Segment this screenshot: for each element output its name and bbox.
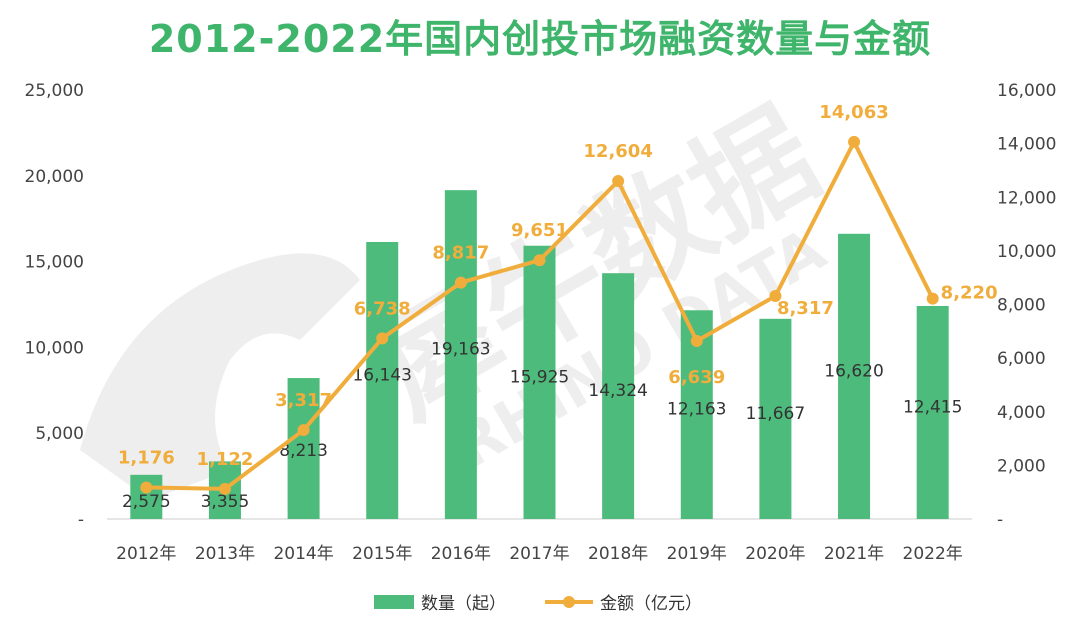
right-tick-label: 6,000 — [997, 349, 1046, 369]
left-tick-label: 10,000 — [25, 338, 84, 358]
line-data-label: 6,738 — [354, 298, 411, 319]
legend-label-amount: 金额（亿元） — [600, 594, 702, 614]
legend: 数量（起） 金额（亿元） — [374, 594, 702, 614]
right-tick-label: 14,000 — [997, 135, 1056, 155]
amount-line — [140, 135, 939, 495]
chart-title: 2012-2022年国内创投市场融资数量与金额 — [148, 17, 932, 61]
line-data-label: 8,317 — [777, 298, 834, 319]
x-tick-label: 2015年 — [352, 544, 412, 564]
left-axis: - 5,000 10,000 15,000 20,000 25,000 — [25, 81, 84, 530]
bar-count — [759, 318, 792, 519]
bar-count — [916, 305, 949, 519]
x-tick-label: 2012年 — [116, 544, 176, 564]
left-tick-label: 25,000 — [25, 81, 84, 101]
bar-data-labels: 2,575 3,355 8,213 16,143 19,163 15,925 14,324 1… — [122, 340, 962, 512]
right-tick-label: 2,000 — [997, 456, 1046, 476]
bar-data-label: 16,620 — [824, 361, 883, 381]
right-tick-label: 12,000 — [997, 188, 1056, 208]
line-point — [926, 292, 939, 305]
line-point — [297, 424, 310, 437]
line-point — [612, 175, 625, 188]
bar-data-label: 19,163 — [431, 340, 490, 360]
bar-count — [602, 273, 635, 519]
line-point — [218, 482, 231, 495]
line-data-labels: 1,176 1,122 3,317 6,738 8,817 9,651 12,604 6,63… — [118, 102, 998, 470]
left-tick-label: 15,000 — [25, 253, 84, 273]
line-data-label: 14,063 — [819, 102, 888, 123]
line-point — [140, 481, 153, 494]
left-tick-label: 5,000 — [35, 424, 84, 444]
line-data-label: 12,604 — [583, 141, 652, 162]
x-tick-label: 2016年 — [431, 544, 491, 564]
bar-data-label: 8,213 — [279, 441, 328, 461]
bar-data-label: 3,355 — [201, 492, 250, 512]
right-tick-label: 16,000 — [997, 81, 1056, 101]
right-tick-label: 10,000 — [997, 242, 1056, 262]
left-tick-label: 20,000 — [25, 167, 84, 187]
x-tick-label: 2018年 — [588, 544, 648, 564]
line-point — [848, 135, 861, 148]
bar-data-label: 2,575 — [122, 492, 171, 512]
bar-data-label: 12,163 — [667, 400, 726, 420]
line-data-label: 8,817 — [432, 243, 489, 264]
bar-count — [444, 190, 477, 520]
line-point — [454, 276, 467, 289]
line-data-label: 3,317 — [275, 390, 332, 411]
legend-dot-amount — [563, 596, 575, 608]
line-data-label: 1,176 — [118, 447, 175, 468]
x-tick-label: 2019年 — [667, 544, 727, 564]
bars — [130, 190, 949, 520]
right-axis: - 2,000 4,000 6,000 8,000 10,000 12,000 14,000 1… — [997, 81, 1056, 530]
line-data-label: 9,651 — [511, 220, 568, 241]
x-axis: 2012年 2013年 2014年 2015年 2016年 2017年 2018年 2019年… — [116, 544, 963, 564]
right-tick-label: 4,000 — [997, 403, 1046, 423]
x-tick-label: 2013年 — [195, 544, 255, 564]
legend-swatch-count — [374, 595, 414, 609]
bar-count — [287, 378, 320, 519]
line-point — [769, 290, 782, 303]
x-tick-label: 2022年 — [903, 544, 963, 564]
x-tick-label: 2021年 — [824, 544, 884, 564]
line-data-label: 1,122 — [196, 449, 253, 470]
bar-data-label: 11,667 — [746, 404, 805, 424]
x-tick-label: 2017年 — [509, 544, 569, 564]
line-data-label: 6,639 — [668, 367, 725, 388]
right-tick-label: 8,000 — [997, 296, 1046, 316]
bar-data-label: 12,415 — [903, 397, 962, 417]
line-point — [533, 254, 546, 267]
x-tick-label: 2020年 — [745, 544, 805, 564]
line-point — [376, 332, 389, 345]
line-data-label: 8,220 — [941, 283, 998, 304]
legend-label-count: 数量（起） — [421, 594, 506, 614]
line-point — [690, 334, 703, 347]
bar-data-label: 16,143 — [352, 365, 411, 385]
right-tick-label: - — [997, 510, 1003, 530]
bar-count — [523, 245, 556, 520]
bar-count — [838, 233, 871, 520]
rhino-logo-shape — [80, 253, 360, 500]
x-tick-label: 2014年 — [273, 544, 333, 564]
bar-data-label: 15,925 — [510, 367, 569, 387]
left-tick-label: - — [78, 510, 84, 530]
bar-data-label: 14,324 — [588, 381, 647, 401]
bar-count — [366, 241, 399, 519]
